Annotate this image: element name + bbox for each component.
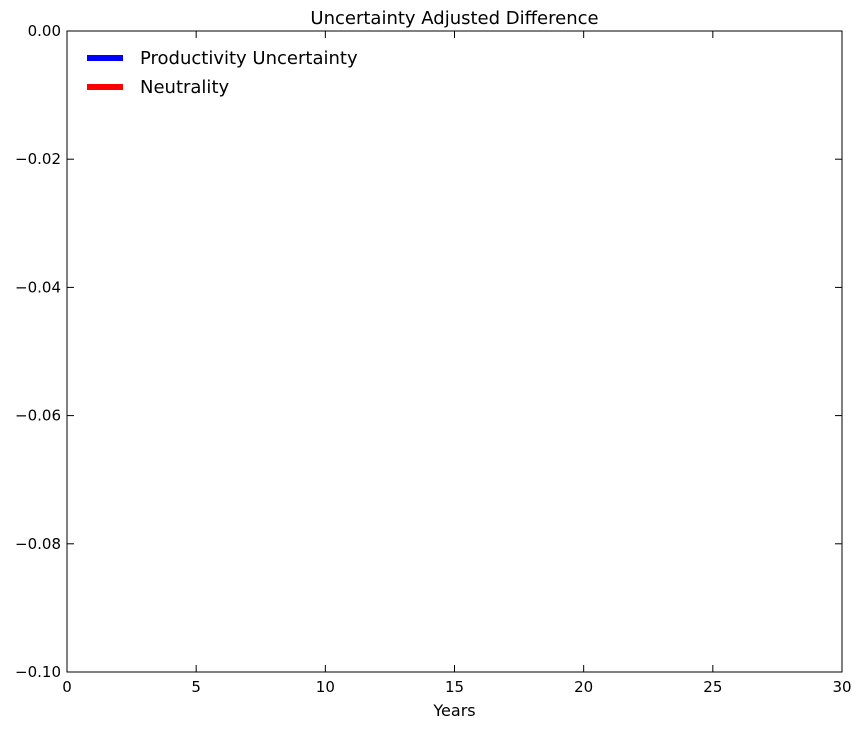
x-tick-label: 15 — [445, 678, 464, 696]
legend-label: Neutrality — [140, 77, 229, 98]
y-tick-label: −0.08 — [15, 535, 61, 553]
legend-label: Productivity Uncertainty — [140, 48, 358, 69]
legend: Productivity Uncertainty Neutrality — [87, 48, 358, 98]
chart-title: Uncertainty Adjusted Difference — [310, 8, 598, 29]
x-tick-label: 10 — [316, 678, 335, 696]
x-tick-label: 25 — [703, 678, 722, 696]
y-tick-label: −0.04 — [15, 278, 61, 296]
plot-area — [66, 30, 843, 673]
y-tick-label: −0.10 — [15, 663, 61, 681]
x-axis-label: Years — [432, 701, 475, 720]
axis-ticks: 0 5 10 15 20 25 30 0.00 −0.02 −0.04 −0.06 −0.08 −0.1… — [15, 22, 852, 696]
x-tick-label: 5 — [191, 678, 201, 696]
x-tick-label: 0 — [62, 678, 72, 696]
x-tick-label: 30 — [832, 678, 851, 696]
x-tick-label: 20 — [574, 678, 593, 696]
y-tick-label: 0.00 — [28, 22, 61, 40]
y-tick-label: −0.02 — [15, 150, 61, 168]
y-tick-label: −0.06 — [15, 407, 61, 425]
